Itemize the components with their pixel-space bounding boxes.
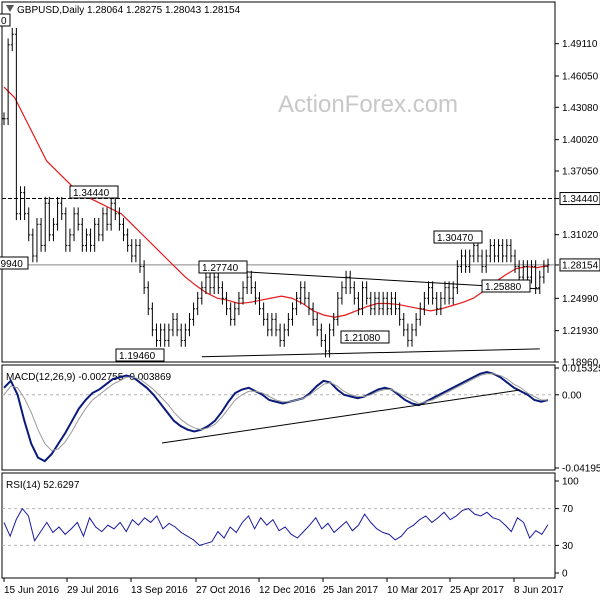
- ohlc-high: 1.28275: [126, 5, 163, 16]
- macd-tick-label: 0.00: [562, 390, 582, 401]
- ma-line: [3, 86, 549, 318]
- price-tick-label: 1.31020: [562, 230, 599, 241]
- price-plot: 1.49110 1.46050 1.43080 1.40020 1.37050 1.344…: [0, 13, 600, 369]
- rsi-plot: 100 70 30 0: [2, 477, 579, 580]
- rsi-tick-label: 0: [562, 569, 568, 580]
- price-annotation-label: 1.30470: [437, 233, 474, 244]
- x-tick-label: 29 Jul 2016: [67, 585, 119, 596]
- price-panel-header: GBPUSD,Daily 1.28064 1.28275 1.28043 1.2…: [6, 5, 241, 16]
- macd-tick-label: 0.015325: [562, 364, 600, 375]
- price-annotation-box: [115, 348, 165, 362]
- ohlc-low: 1.28043: [165, 5, 202, 16]
- symbol-label: GBPUSD,Daily: [17, 5, 84, 16]
- x-tick-label: 25 Jan 2017: [323, 585, 378, 596]
- rsi-tick-label: 70: [562, 504, 574, 515]
- ohlc-open: 1.28064: [87, 5, 124, 16]
- price-tick-label: 1.18960: [562, 358, 599, 369]
- x-tick-label: 13 Sep 2016: [131, 585, 188, 596]
- x-tick-label: 8 Jun 2017: [514, 585, 564, 596]
- x-tick-label: 12 Dec 2016: [259, 585, 316, 596]
- price-annotation-label: 0: [1, 16, 7, 27]
- price-tick-label: 1.46050: [562, 71, 599, 82]
- signal-line: [3, 373, 548, 452]
- price-level-box: [559, 192, 600, 206]
- rsi-title: RSI(14) 52.6297: [6, 480, 80, 491]
- x-tick-label: 27 Oct 2016: [196, 585, 251, 596]
- macd-panel-frame: [1, 364, 556, 471]
- price-annotation-label: 1.34440: [73, 188, 110, 199]
- price-annotation-box: [69, 185, 119, 199]
- price-level-box: [559, 258, 600, 272]
- price-annotation-label: 79940: [0, 259, 23, 270]
- price-tick-label: 1.34440: [562, 194, 599, 205]
- rsi-line: [3, 507, 549, 546]
- ohlc-close: 1.28154: [204, 5, 241, 16]
- collapse-triangle-icon: [6, 5, 14, 12]
- macd-title: MACD(12,26,9) -0.002755 -0.003869: [6, 372, 172, 383]
- price-tick-label: 1.28154: [562, 260, 599, 271]
- x-axis: 15 Jun 2016 29 Jul 2016 13 Sep 2016 27 Oct …: [3, 578, 564, 596]
- price-tick-label: 1.37050: [562, 166, 599, 177]
- price-annotation-box: [340, 330, 390, 344]
- price-annotation-label: 1.19460: [119, 351, 156, 362]
- price-panel-frame: [1, 1, 556, 363]
- macd-line: [3, 371, 549, 463]
- price-tick-label: 1.40020: [562, 135, 599, 146]
- price-annotation-label: 1.21080: [344, 333, 381, 344]
- price-tick-label: 1.21930: [562, 326, 599, 337]
- price-annotation-box: [198, 260, 248, 274]
- macd-trendline: [161, 389, 521, 444]
- rsi-panel-frame: [1, 472, 556, 579]
- price-annotation-box: [481, 279, 531, 293]
- price-annotation-box: [0, 256, 29, 270]
- rsi-tick-label: 30: [562, 541, 574, 552]
- price-annotation-label: 1.25880: [485, 282, 522, 293]
- price-tick-label: 1.49110: [562, 39, 598, 50]
- rsi-tick-label: 100: [562, 477, 579, 488]
- price-annotation-box: [433, 230, 483, 244]
- watermark: ActionForex.com: [278, 91, 458, 118]
- price-annotation-box: [0, 13, 11, 27]
- x-tick-label: 15 Jun 2016: [4, 585, 59, 596]
- macd-tick-label: -0.041957: [562, 464, 600, 475]
- price-tick-label: 1.43080: [562, 103, 599, 114]
- macd-plot: 0.015325 0.00 -0.041957: [2, 364, 600, 475]
- price-annotation-label: 1.27740: [202, 263, 239, 274]
- price-tick-label: 1.24990: [562, 294, 599, 305]
- x-tick-label: 25 Apr 2017: [450, 585, 504, 596]
- x-tick-label: 10 Mar 2017: [387, 585, 444, 596]
- support-trendline: [201, 348, 540, 358]
